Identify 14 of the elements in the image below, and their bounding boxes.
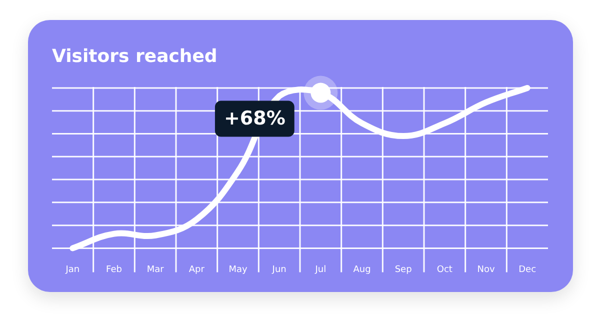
x-tick-label: Apr [188, 264, 205, 275]
x-tick-label: Aug [353, 264, 371, 275]
annotation: +68% [224, 108, 286, 130]
x-tick-label: Jun [271, 264, 286, 275]
x-tick-label: Dec [518, 264, 536, 275]
x-tick-label: Oct [436, 264, 453, 275]
x-tick-label: Sep [394, 264, 412, 275]
x-tick-label: May [228, 264, 248, 275]
x-tick-label: Mar [146, 264, 164, 275]
x-tick-label: Jan [64, 264, 80, 275]
chart-title: Visitors reached [52, 46, 218, 67]
x-tick-label: Jul [314, 264, 326, 275]
x-tick-label: Feb [106, 264, 122, 275]
x-tick-label: Nov [477, 264, 496, 275]
